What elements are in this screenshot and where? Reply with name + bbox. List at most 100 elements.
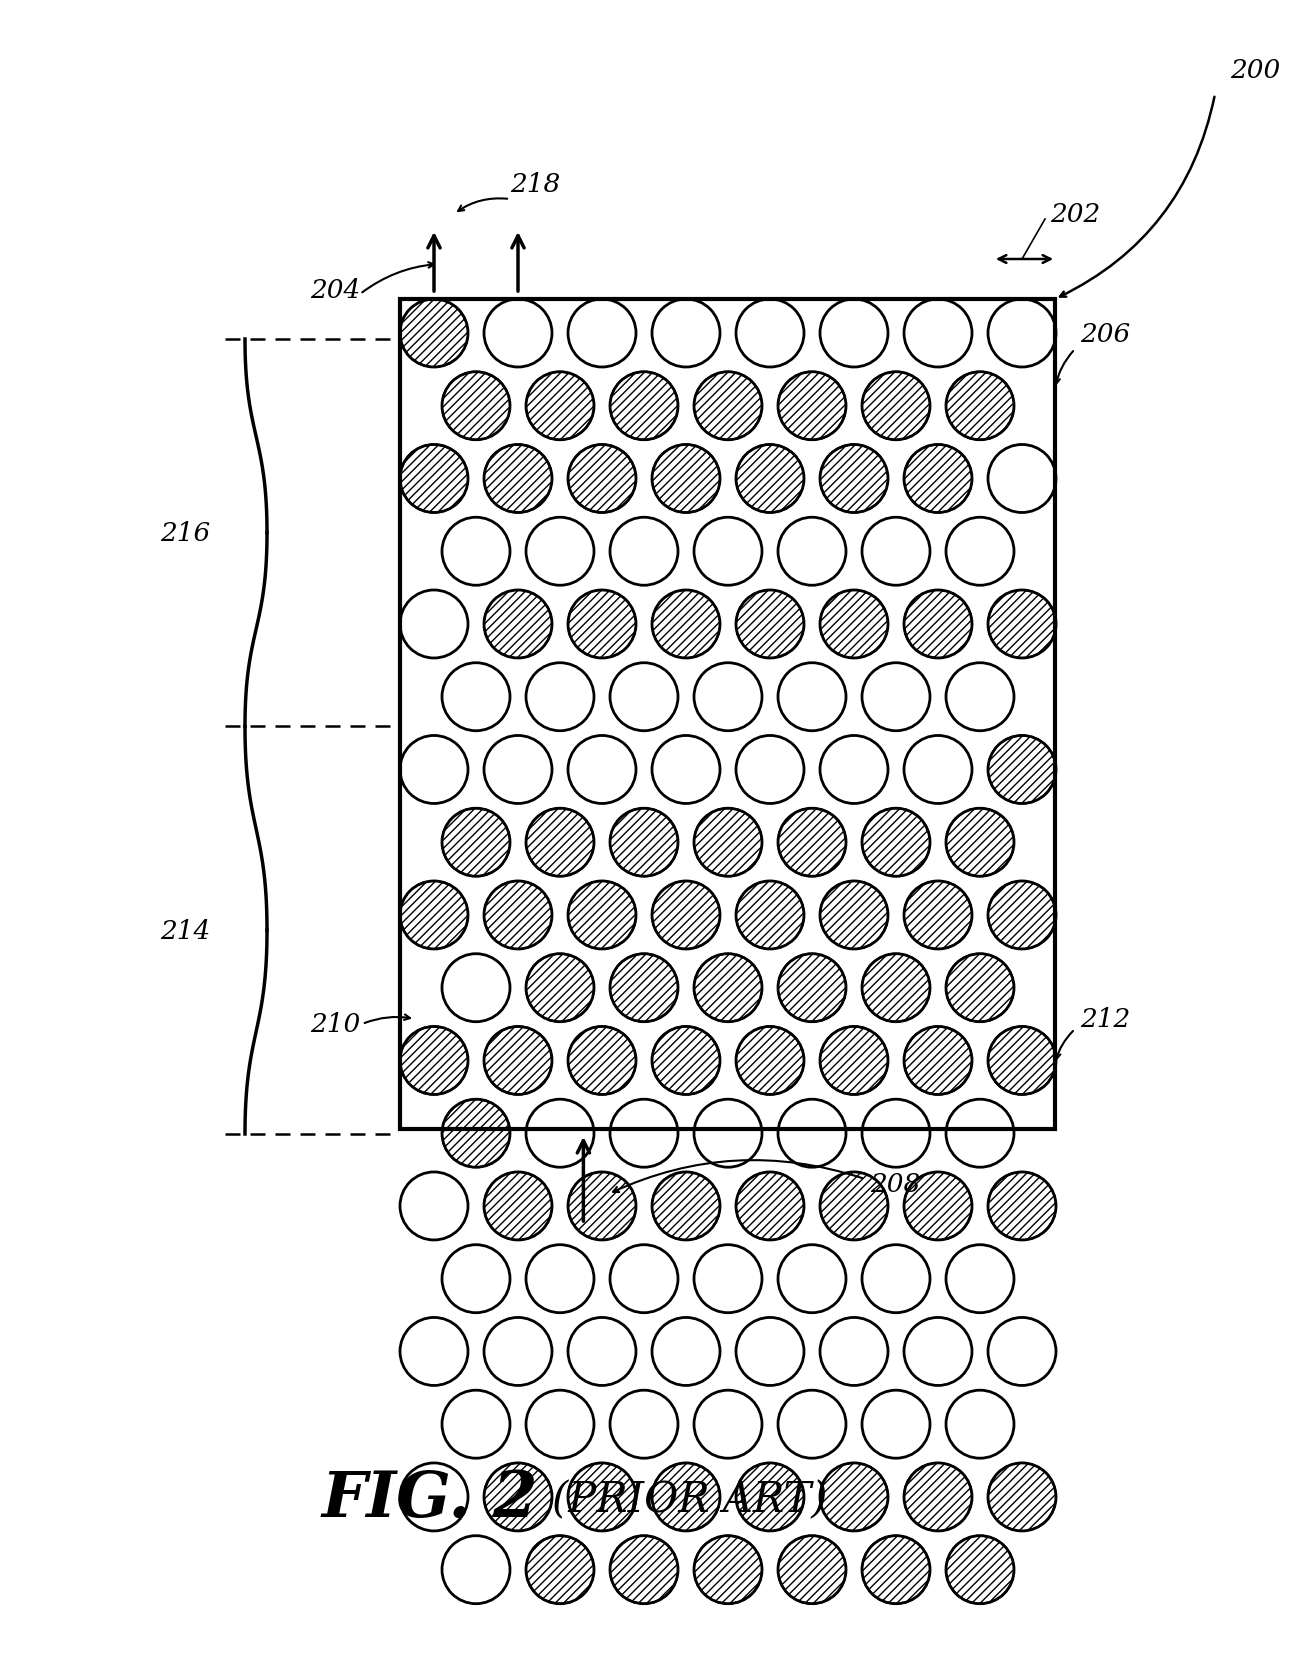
Circle shape — [484, 882, 551, 950]
Circle shape — [821, 1172, 888, 1240]
Circle shape — [400, 1026, 467, 1096]
Circle shape — [611, 1245, 678, 1312]
Circle shape — [400, 300, 467, 367]
Circle shape — [945, 518, 1014, 586]
Circle shape — [653, 1172, 720, 1240]
Circle shape — [484, 1317, 551, 1385]
Circle shape — [442, 1390, 509, 1458]
Text: 204: 204 — [310, 278, 360, 303]
Text: (PRIOR ART): (PRIOR ART) — [553, 1478, 827, 1519]
Circle shape — [945, 372, 1014, 440]
Text: 214: 214 — [160, 919, 210, 943]
Text: 216: 216 — [160, 521, 210, 546]
Circle shape — [611, 664, 678, 732]
Circle shape — [863, 1099, 930, 1167]
Circle shape — [779, 518, 846, 586]
Circle shape — [527, 955, 593, 1023]
Circle shape — [863, 955, 930, 1023]
Circle shape — [903, 1026, 972, 1096]
Circle shape — [945, 1390, 1014, 1458]
Circle shape — [695, 372, 762, 440]
Circle shape — [569, 591, 635, 659]
Text: 210: 210 — [310, 1011, 360, 1038]
Circle shape — [442, 1099, 509, 1167]
Circle shape — [611, 809, 678, 877]
Circle shape — [653, 882, 720, 950]
Circle shape — [945, 1536, 1014, 1604]
Circle shape — [400, 882, 467, 950]
Circle shape — [695, 1099, 762, 1167]
Circle shape — [527, 1245, 593, 1312]
Circle shape — [527, 518, 593, 586]
Circle shape — [569, 1317, 635, 1385]
Circle shape — [987, 1172, 1056, 1240]
Circle shape — [611, 1390, 678, 1458]
Circle shape — [569, 1026, 635, 1096]
Circle shape — [695, 518, 762, 586]
Circle shape — [903, 1317, 972, 1385]
Circle shape — [442, 955, 509, 1023]
Circle shape — [945, 1245, 1014, 1312]
Circle shape — [821, 882, 888, 950]
Circle shape — [527, 1390, 593, 1458]
Circle shape — [611, 372, 678, 440]
Circle shape — [779, 664, 846, 732]
Circle shape — [484, 736, 551, 804]
Circle shape — [945, 664, 1014, 732]
Circle shape — [737, 591, 804, 659]
Circle shape — [695, 809, 762, 877]
Circle shape — [569, 1463, 635, 1531]
Circle shape — [987, 1317, 1056, 1385]
Text: 208: 208 — [871, 1172, 920, 1197]
Circle shape — [779, 372, 846, 440]
Circle shape — [653, 736, 720, 804]
Circle shape — [695, 1536, 762, 1604]
Circle shape — [987, 1026, 1056, 1096]
Circle shape — [863, 1536, 930, 1604]
Circle shape — [695, 1245, 762, 1312]
Circle shape — [863, 1390, 930, 1458]
Text: FIG. 2: FIG. 2 — [322, 1468, 538, 1529]
Circle shape — [779, 1099, 846, 1167]
Bar — [400, 300, 1056, 1129]
Circle shape — [737, 1317, 804, 1385]
Circle shape — [569, 882, 635, 950]
Circle shape — [987, 445, 1056, 513]
Circle shape — [903, 1172, 972, 1240]
Circle shape — [484, 1463, 551, 1531]
Circle shape — [484, 445, 551, 513]
Circle shape — [779, 1536, 846, 1604]
Circle shape — [484, 1026, 551, 1096]
Circle shape — [821, 591, 888, 659]
Circle shape — [779, 809, 846, 877]
Circle shape — [442, 809, 509, 877]
Circle shape — [400, 1463, 467, 1531]
Circle shape — [863, 1245, 930, 1312]
Circle shape — [569, 300, 635, 367]
Circle shape — [737, 1026, 804, 1096]
Circle shape — [611, 1099, 678, 1167]
Circle shape — [737, 1463, 804, 1531]
Circle shape — [442, 518, 509, 586]
Circle shape — [569, 445, 635, 513]
Circle shape — [653, 300, 720, 367]
Circle shape — [695, 664, 762, 732]
Circle shape — [569, 1172, 635, 1240]
Circle shape — [653, 445, 720, 513]
Circle shape — [653, 1463, 720, 1531]
Circle shape — [987, 736, 1056, 804]
Circle shape — [863, 809, 930, 877]
Circle shape — [653, 591, 720, 659]
Circle shape — [653, 1026, 720, 1096]
Circle shape — [737, 736, 804, 804]
Circle shape — [779, 955, 846, 1023]
Circle shape — [863, 372, 930, 440]
Circle shape — [821, 1026, 888, 1096]
Circle shape — [442, 664, 509, 732]
Text: 206: 206 — [1081, 323, 1130, 348]
Circle shape — [527, 809, 593, 877]
Circle shape — [695, 955, 762, 1023]
Circle shape — [484, 1172, 551, 1240]
Circle shape — [903, 591, 972, 659]
Circle shape — [527, 1536, 593, 1604]
